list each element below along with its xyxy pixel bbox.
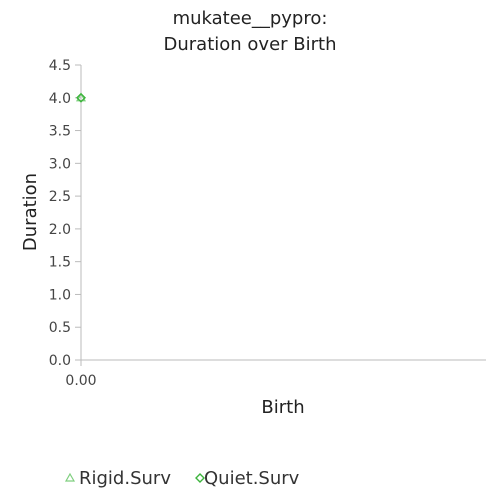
legend-label: Quiet.Surv: [204, 468, 300, 489]
legend-label: Rigid.Surv: [79, 468, 171, 489]
y-axis: 0.0 0.5 1.0 1.5 2.0 2.5 3.0 3.5 4.0 4.5: [49, 58, 82, 369]
y-tick-label: 4.0: [49, 91, 71, 107]
y-axis-label: Duration: [20, 173, 41, 251]
y-tick-label: 4.5: [49, 58, 71, 74]
y-tick-label: 2.0: [49, 222, 71, 238]
y-tick-label: 1.5: [49, 255, 71, 271]
y-tick-label: 3.0: [49, 156, 71, 172]
y-tick-label: 3.5: [49, 124, 71, 140]
data-point-series-2: [76, 92, 86, 103]
legend: Rigid.Surv Quiet.Surv: [64, 468, 300, 489]
chart-title-line-2: Duration over Birth: [164, 34, 337, 55]
x-axis-label: Birth: [261, 397, 304, 418]
y-tick-label: 1.0: [49, 287, 71, 303]
x-tick-label: 0.00: [65, 373, 96, 389]
legend-item-2: Quiet.Surv: [195, 468, 300, 489]
legend-marker-2: [195, 473, 205, 483]
data-point-series-1: [75, 92, 87, 102]
y-tick-label: 2.5: [49, 189, 71, 205]
plot-area: [75, 92, 87, 103]
x-axis: 0.00: [65, 359, 486, 389]
chart-title-line-1: mukatee__pypro:: [173, 8, 328, 29]
legend-marker-1: [64, 472, 76, 482]
y-tick-label: 0.0: [49, 353, 71, 369]
legend-item-1: Rigid.Surv: [64, 468, 171, 489]
y-tick-label: 0.5: [49, 320, 71, 336]
